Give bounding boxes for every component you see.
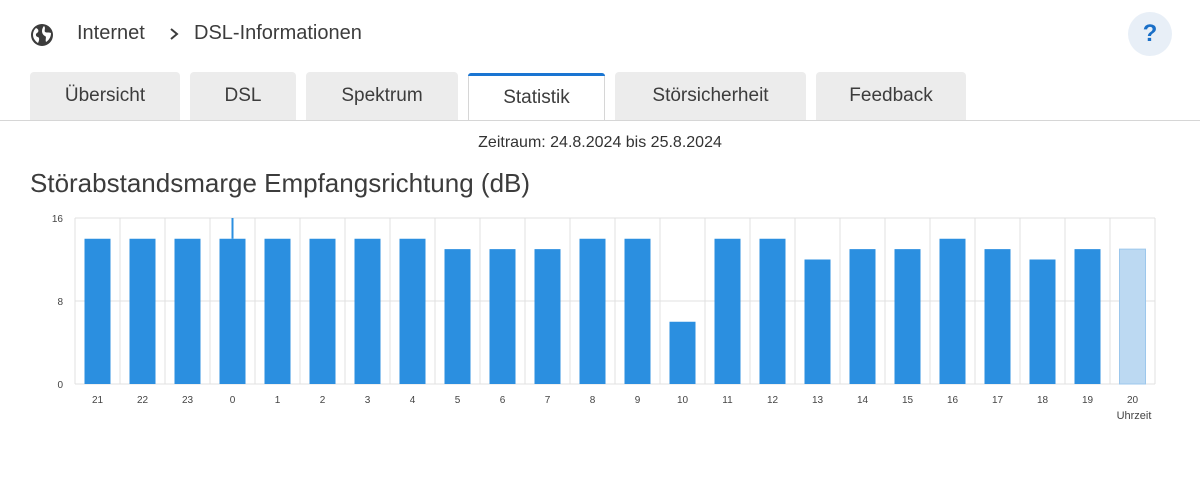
x-tick-label: 22	[137, 395, 149, 406]
x-tick-label: 16	[947, 395, 959, 406]
globe-icon	[31, 24, 53, 46]
bar	[624, 238, 651, 384]
y-tick-label: 8	[57, 297, 63, 308]
bar	[1074, 249, 1101, 384]
period-label: Zeitraum: 24.8.2024 bis 25.8.2024	[478, 134, 722, 151]
bar	[1119, 248, 1146, 385]
x-tick-label: 7	[545, 395, 551, 406]
y-tick-label: 16	[52, 214, 64, 225]
bar	[219, 238, 246, 384]
x-tick-label: 15	[902, 395, 914, 406]
x-axis-label: Uhrzeit	[1117, 410, 1152, 422]
x-tick-label: 1	[275, 395, 281, 406]
chevron-right-icon	[170, 28, 179, 40]
bar	[264, 238, 291, 384]
x-tick-label: 6	[500, 395, 506, 406]
help-icon: ?	[1142, 20, 1158, 47]
x-tick-label: 11	[722, 395, 733, 406]
x-tick-label: 21	[92, 395, 104, 406]
x-tick-label: 10	[677, 395, 689, 406]
bar	[129, 238, 156, 384]
bar	[804, 259, 831, 384]
bar	[579, 238, 606, 384]
bar	[1029, 259, 1056, 384]
x-tick-label: 20	[1127, 395, 1139, 406]
chart-title: Störabstandsmarge Empfangsrichtung (dB)	[30, 168, 531, 198]
bar	[534, 249, 561, 384]
tab-spektrum[interactable]: Spektrum	[306, 72, 458, 120]
bar	[759, 238, 786, 384]
x-tick-label: 17	[992, 395, 1004, 406]
bar	[984, 249, 1011, 384]
bar	[714, 238, 741, 384]
tab-dsl[interactable]: DSL	[190, 72, 296, 120]
tab-feedback[interactable]: Feedback	[816, 72, 966, 120]
bar	[354, 238, 381, 384]
bar	[489, 249, 516, 384]
x-tick-label: 0	[230, 395, 236, 406]
x-tick-label: 19	[1082, 395, 1094, 406]
breadcrumb-internet[interactable]: Internet	[77, 22, 145, 44]
x-tick-label: 4	[410, 395, 416, 406]
x-tick-label: 18	[1037, 395, 1049, 406]
bar	[939, 238, 966, 384]
x-tick-label: 5	[455, 395, 461, 406]
x-tick-label: 9	[635, 395, 641, 406]
tab-statistik[interactable]: Statistik	[468, 73, 605, 121]
bar	[309, 238, 336, 384]
bar	[444, 249, 471, 384]
tab-uebersicht[interactable]: Übersicht	[30, 72, 180, 120]
x-tick-label: 13	[812, 395, 824, 406]
bar	[84, 238, 111, 384]
x-tick-label: 23	[182, 395, 194, 406]
x-tick-label: 8	[590, 395, 596, 406]
help-button[interactable]: ?	[1128, 12, 1172, 56]
tab-stoersicherheit[interactable]: Störsicherheit	[615, 72, 806, 120]
bar	[669, 321, 696, 384]
bar	[894, 249, 921, 384]
x-tick-label: 3	[365, 395, 371, 406]
y-tick-label: 0	[57, 380, 63, 391]
tab-divider	[0, 120, 1200, 121]
x-tick-label: 12	[767, 395, 779, 406]
breadcrumb-dsl-informationen: DSL-Informationen	[194, 22, 362, 44]
bar	[399, 238, 426, 384]
bar	[849, 249, 876, 384]
bar	[174, 238, 201, 384]
x-tick-label: 2	[320, 395, 326, 406]
x-tick-label: 14	[857, 395, 869, 406]
